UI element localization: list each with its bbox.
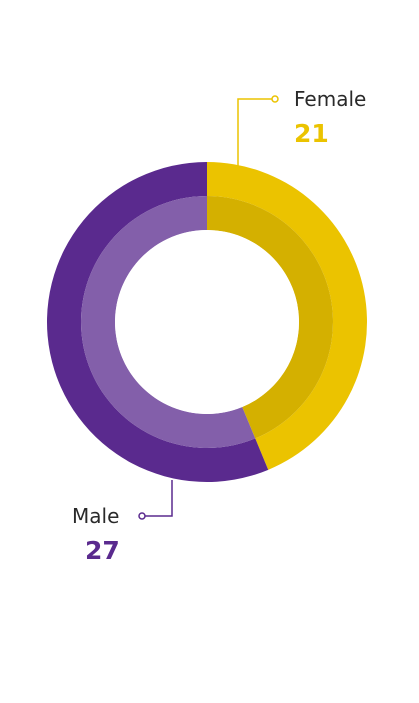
inner-ring xyxy=(81,196,333,448)
male-leader-dot xyxy=(138,512,146,520)
male-leader-line xyxy=(145,480,173,517)
female-leader-line xyxy=(237,98,272,166)
slice-male-inner xyxy=(81,196,256,448)
female-leader-dot xyxy=(271,95,279,103)
outer-ring xyxy=(47,162,368,482)
female-callout: Female 21 xyxy=(237,87,366,166)
center-hole xyxy=(115,230,299,414)
slice-male-outer xyxy=(47,162,269,482)
slice-female-inner xyxy=(207,196,333,439)
male-callout: Male 27 xyxy=(72,480,173,565)
male-label: Male xyxy=(72,504,119,528)
male-value: 27 xyxy=(85,536,120,565)
female-label: Female xyxy=(294,87,366,111)
slice-female-outer xyxy=(207,162,368,470)
female-value: 21 xyxy=(294,119,329,148)
